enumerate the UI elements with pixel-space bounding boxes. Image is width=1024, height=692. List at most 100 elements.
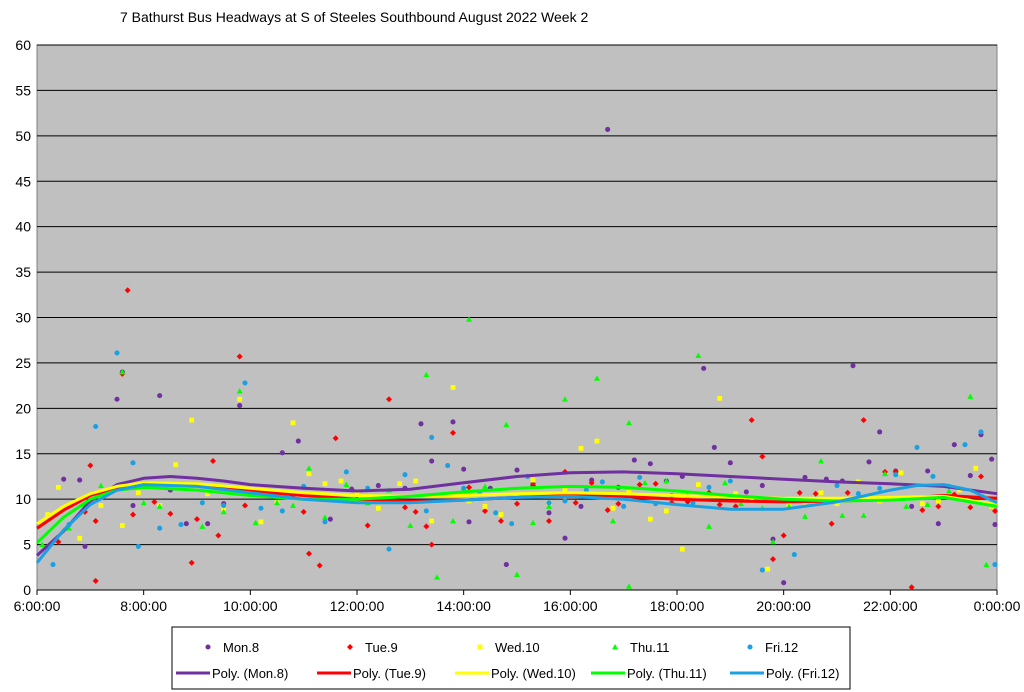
- data-point: [791, 552, 797, 558]
- data-point: [466, 484, 472, 491]
- data-point: [221, 502, 227, 509]
- data-point: [130, 460, 136, 466]
- data-point: [610, 505, 616, 511]
- data-point: [626, 487, 632, 493]
- data-point: [178, 522, 184, 528]
- data-point: [701, 365, 707, 371]
- data-point: [727, 478, 733, 484]
- y-tick-label: 40: [15, 219, 31, 235]
- y-tick-label: 50: [15, 128, 31, 144]
- legend-entry: Poly. (Mon.8): [212, 666, 288, 681]
- data-point: [802, 474, 808, 480]
- data-point: [919, 507, 926, 514]
- data-point: [242, 502, 248, 509]
- data-point: [546, 510, 552, 516]
- data-point: [722, 479, 728, 486]
- y-axis-tick-labels: 0 5 10 15 20 25 30 35 40 45 50 55 60: [15, 37, 31, 598]
- y-tick-label: 30: [15, 310, 31, 326]
- data-point: [546, 500, 552, 506]
- data-point: [450, 385, 456, 390]
- x-tick-label: 0:00:00: [974, 598, 1021, 614]
- data-point: [98, 503, 104, 508]
- data-point: [679, 546, 685, 552]
- y-tick-label: 0: [23, 582, 31, 598]
- data-point: [978, 473, 984, 480]
- data-point: [546, 503, 552, 509]
- data-point: [290, 420, 296, 426]
- data-point: [189, 417, 195, 423]
- data-point: [946, 487, 952, 494]
- data-point: [130, 511, 136, 518]
- data-point: [482, 507, 488, 514]
- data-point: [466, 316, 472, 322]
- data-point: [612, 644, 618, 650]
- data-point: [140, 499, 147, 506]
- data-point: [295, 438, 301, 444]
- data-point: [338, 478, 344, 484]
- data-point: [258, 519, 264, 525]
- data-point: [834, 482, 840, 489]
- data-point: [423, 371, 430, 378]
- data-point: [61, 476, 67, 482]
- data-point: [407, 522, 414, 528]
- data-point: [135, 490, 141, 496]
- trendlines: [35, 470, 998, 564]
- data-point: [429, 434, 435, 440]
- data-point: [546, 517, 552, 524]
- data-point: [924, 501, 931, 508]
- data-point: [252, 519, 259, 526]
- data-point: [220, 508, 227, 515]
- data-point: [882, 470, 888, 477]
- data-point: [663, 508, 669, 514]
- data-point: [747, 644, 753, 650]
- data-point: [642, 479, 648, 486]
- data-point: [114, 350, 120, 356]
- data-point: [215, 532, 222, 539]
- data-point: [98, 482, 104, 488]
- data-point: [300, 508, 307, 515]
- legend-entry: Wed.10: [495, 640, 540, 655]
- data-point: [844, 489, 851, 496]
- data-point: [445, 463, 451, 469]
- data-point: [860, 417, 867, 424]
- data-point: [423, 523, 430, 530]
- data-point: [967, 473, 973, 479]
- data-point: [66, 525, 72, 531]
- data-point: [898, 470, 904, 476]
- data-point: [759, 482, 765, 489]
- data-point: [818, 458, 824, 464]
- x-tick-label: 12:00:00: [330, 598, 385, 614]
- data-point: [188, 559, 195, 566]
- data-point: [562, 498, 568, 504]
- data-point: [562, 396, 568, 402]
- data-point: [621, 503, 627, 509]
- data-point: [327, 516, 333, 522]
- data-point: [626, 419, 632, 426]
- data-point: [860, 512, 867, 518]
- data-point: [605, 126, 611, 133]
- data-point: [951, 442, 957, 448]
- data-point: [637, 474, 643, 480]
- data-point: [157, 393, 163, 399]
- data-point: [386, 546, 392, 552]
- legend-entry: Poly. (Tue.9): [353, 666, 426, 681]
- data-point: [695, 482, 701, 488]
- data-point: [418, 421, 424, 427]
- data-point: [221, 505, 227, 511]
- data-point: [402, 472, 408, 478]
- data-point: [461, 485, 467, 491]
- data-point: [962, 442, 968, 448]
- data-point: [743, 489, 749, 495]
- data-point: [935, 521, 941, 527]
- data-point: [834, 501, 840, 507]
- data-point: [636, 481, 643, 488]
- data-point: [92, 577, 99, 584]
- data-point: [652, 480, 659, 487]
- data-point: [50, 562, 56, 568]
- data-point: [930, 473, 936, 480]
- data-point: [279, 508, 285, 514]
- y-tick-label: 55: [15, 82, 31, 98]
- y-tick-label: 25: [15, 355, 31, 371]
- data-point: [364, 522, 371, 529]
- data-point: [135, 543, 141, 549]
